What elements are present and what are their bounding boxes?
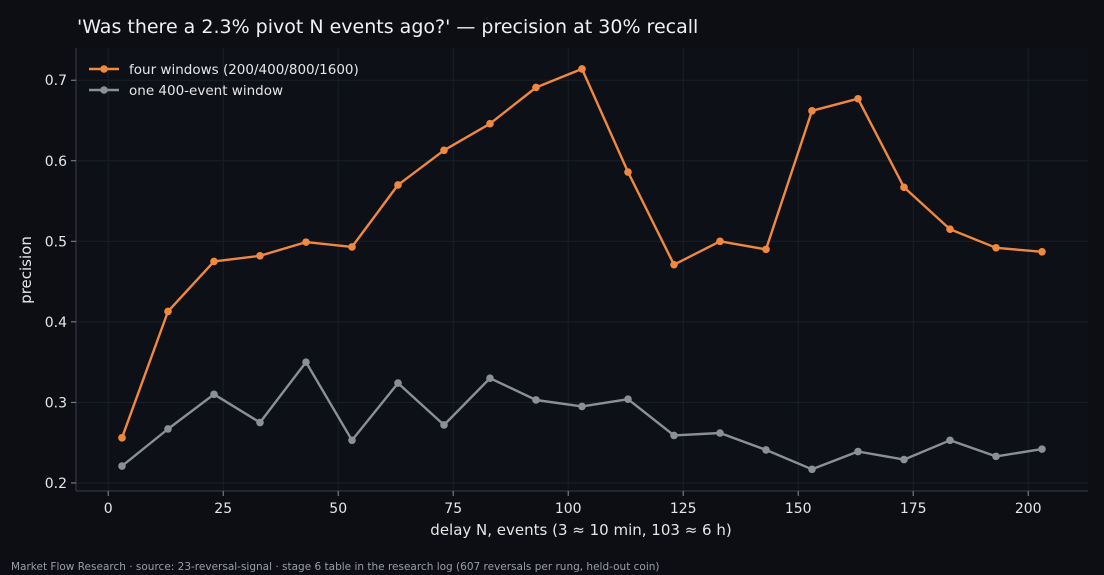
x-tick-label: 75 [444,501,462,517]
y-axis-ticks: 0.2 0.3 0.4 0.5 0.6 0.7 [45,73,76,492]
data-point [578,65,586,73]
data-point [164,307,172,316]
data-point [486,119,494,128]
data-point [624,395,632,403]
data-point [670,260,678,269]
data-point [302,238,310,246]
data-point [762,245,770,254]
data-point [118,434,126,442]
x-tick-label: 125 [670,501,697,517]
data-point [808,107,816,115]
data-point [302,358,310,366]
data-point [854,94,862,103]
data-point [992,452,1000,461]
x-tick-label: 200 [1015,501,1042,517]
plot-area [76,48,1088,491]
x-tick-label: 0 [104,501,113,517]
data-point [946,436,954,445]
series-2 [118,358,1046,474]
legend-label: one 400-event window [129,83,283,99]
data-point [900,455,908,464]
data-point [440,146,448,155]
y-tick-label: 0.5 [45,234,67,250]
data-point [440,421,448,429]
data-point [946,225,954,234]
data-point [762,446,770,454]
y-tick-label: 0.7 [45,73,67,89]
legend-marker [100,86,108,94]
data-point [716,237,724,246]
data-point [164,425,172,433]
data-point [1038,445,1046,453]
data-point [532,83,540,92]
x-axis-ticks: 0 25 50 75 100 125 150 175 200 [104,491,1042,517]
y-tick-label: 0.4 [45,315,67,331]
data-point [1038,247,1046,256]
x-tick-label: 175 [900,501,927,517]
grid [76,48,1088,491]
data-point [256,418,264,427]
series-layer [118,65,1046,474]
x-tick-label: 100 [555,501,582,517]
footer-source-note: Market Flow Research · source: 23-revers… [11,561,660,573]
data-point [210,390,218,399]
data-point [348,243,356,251]
y-tick-label: 0.2 [45,476,67,492]
data-point [900,183,908,192]
x-tick-label: 50 [329,501,347,517]
legend-marker [100,65,108,73]
data-point [394,181,402,189]
data-point [348,436,356,445]
x-tick-label: 150 [785,501,812,517]
data-point [532,396,540,404]
data-point [670,431,678,440]
legend: four windows (200/400/800/1600) one 400-e… [89,62,359,99]
x-axis-label: delay N, events (3 ≈ 10 min, 103 ≈ 6 h) [430,521,731,539]
data-point [624,168,632,176]
y-tick-label: 0.6 [45,154,67,170]
data-point [256,252,264,260]
x-tick-label: 25 [214,501,232,517]
data-point [716,429,724,437]
data-point [486,374,494,383]
data-point [578,402,586,411]
data-point [854,447,862,456]
data-point [394,379,402,387]
y-tick-label: 0.3 [45,395,67,411]
y-axis-label: precision [17,236,35,304]
data-point [118,462,126,470]
chart-title: 'Was there a 2.3% pivot N events ago?' —… [77,16,698,38]
data-point [210,257,218,266]
data-point [808,465,816,474]
data-point [992,243,1000,252]
series-1 [118,65,1046,442]
legend-label: four windows (200/400/800/1600) [129,62,359,78]
axis-spines [75,48,1088,492]
